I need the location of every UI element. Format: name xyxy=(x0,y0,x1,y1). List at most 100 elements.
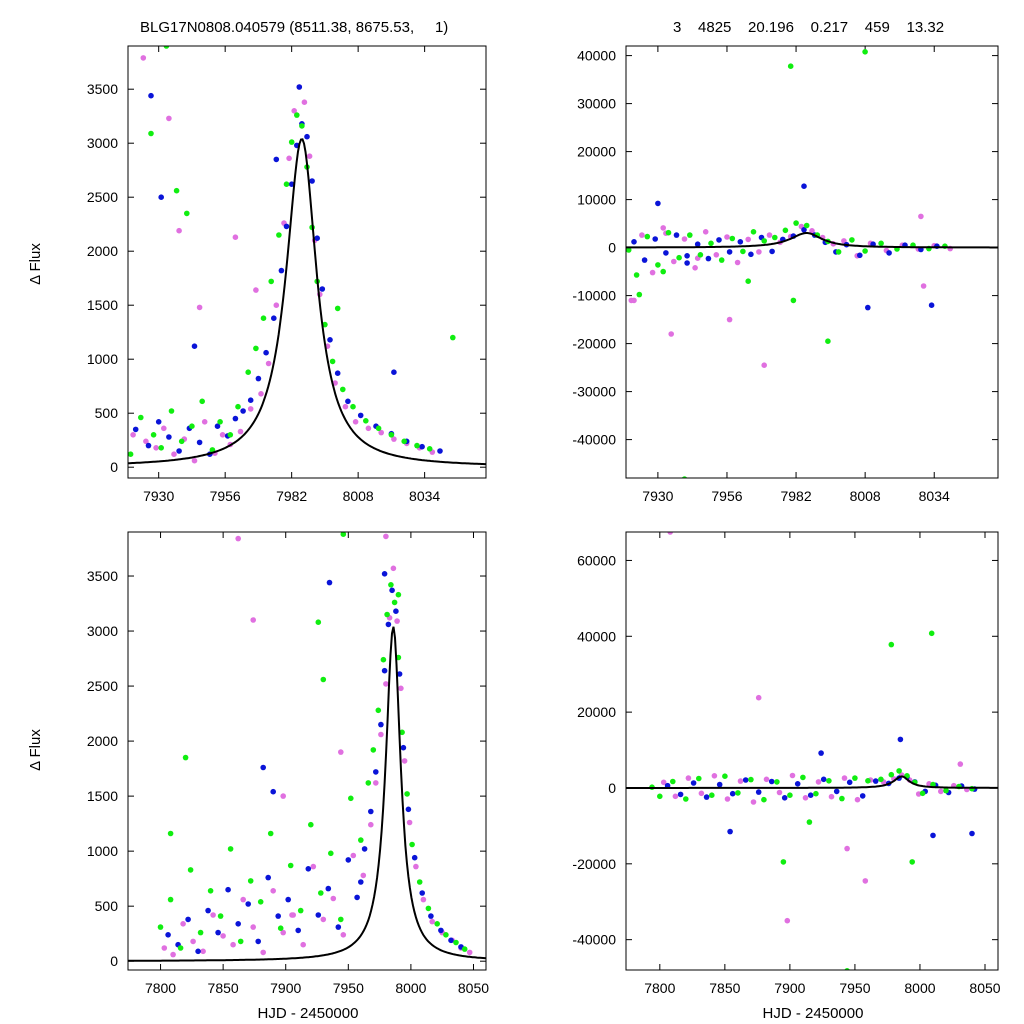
y-tick-label: 1500 xyxy=(87,788,118,804)
data-point xyxy=(806,819,813,825)
data-point xyxy=(865,304,871,311)
data-point xyxy=(750,799,757,805)
data-point xyxy=(930,832,936,839)
data-point xyxy=(694,241,701,247)
y-tick-label: 10000 xyxy=(577,192,616,208)
y-tick-label: 1000 xyxy=(87,843,118,859)
data-point xyxy=(319,286,326,292)
data-point xyxy=(801,183,807,189)
data-point xyxy=(641,257,648,263)
y-tick-label: 0 xyxy=(110,953,118,969)
y-tick-label: -30000 xyxy=(572,384,616,400)
data-point xyxy=(828,793,835,800)
data-point xyxy=(217,913,224,919)
data-point xyxy=(748,251,754,258)
data-point xyxy=(260,949,267,956)
data-point xyxy=(235,403,241,410)
data-point xyxy=(677,791,684,798)
data-point xyxy=(380,656,387,663)
data-point xyxy=(294,112,300,118)
y-tick-label: 500 xyxy=(95,898,119,914)
data-point xyxy=(928,302,935,309)
data-point xyxy=(886,250,892,256)
data-point xyxy=(878,240,884,247)
data-point xyxy=(660,779,667,786)
data-point xyxy=(358,879,364,885)
data-point xyxy=(357,412,364,419)
data-point xyxy=(373,769,379,775)
data-point xyxy=(626,247,632,253)
data-point xyxy=(673,232,680,238)
data-point xyxy=(315,619,322,625)
data-point xyxy=(434,921,441,927)
data-point xyxy=(168,408,175,414)
data-point xyxy=(184,210,190,217)
data-point xyxy=(286,155,292,162)
data-point xyxy=(724,234,730,240)
data-point xyxy=(253,345,259,352)
data-point xyxy=(862,878,869,884)
data-point xyxy=(195,948,201,955)
data-point xyxy=(918,213,924,220)
y-tick-label: 0 xyxy=(608,780,616,796)
data-point xyxy=(232,415,239,422)
data-point xyxy=(278,267,285,274)
data-point xyxy=(128,451,134,457)
x-tick-label: 7900 xyxy=(774,980,805,996)
data-point xyxy=(171,451,177,458)
x-tick-label: 8000 xyxy=(395,980,426,996)
y-tick-label: 3000 xyxy=(87,623,118,639)
plot-frame xyxy=(625,531,999,971)
y-tick-label: 1500 xyxy=(87,297,118,313)
data-point xyxy=(420,896,427,903)
data-point xyxy=(320,916,327,923)
data-point xyxy=(639,232,645,238)
data-point xyxy=(671,258,677,265)
data-point xyxy=(354,894,360,901)
data-point xyxy=(755,694,762,701)
x-tick-label: 7950 xyxy=(839,980,870,996)
data-point xyxy=(708,240,714,247)
data-point xyxy=(196,439,203,446)
data-point xyxy=(271,315,277,322)
data-point xyxy=(800,774,806,781)
data-point xyxy=(780,859,787,865)
data-point xyxy=(862,248,868,254)
data-point xyxy=(342,403,349,410)
data-point xyxy=(416,879,423,885)
data-point xyxy=(260,764,267,771)
data-point xyxy=(310,863,317,870)
data-point xyxy=(401,758,408,764)
data-point xyxy=(177,945,184,951)
data-point xyxy=(784,917,791,924)
data-point xyxy=(727,828,733,835)
data-point xyxy=(361,846,368,852)
data-point xyxy=(660,268,666,275)
data-point xyxy=(253,287,259,293)
y-tick-label: 30000 xyxy=(577,96,616,112)
x-tick-label: 7900 xyxy=(270,980,301,996)
data-point xyxy=(138,414,144,421)
data-point xyxy=(672,793,679,800)
y-tick-label: 2000 xyxy=(87,733,118,749)
data-point xyxy=(681,476,688,478)
data-point xyxy=(405,806,412,813)
data-point xyxy=(854,796,861,803)
data-point xyxy=(365,780,372,786)
data-point xyxy=(787,792,793,798)
data-point xyxy=(201,419,208,425)
data-point xyxy=(807,792,814,798)
data-point xyxy=(852,775,858,781)
data-point xyxy=(176,227,182,234)
data-point xyxy=(448,937,454,944)
data-point xyxy=(938,788,944,795)
data-point xyxy=(258,391,264,397)
data-point xyxy=(265,874,272,881)
data-point xyxy=(801,227,807,233)
data-point xyxy=(255,375,262,382)
data-point xyxy=(287,862,294,869)
data-point xyxy=(161,425,167,432)
data-point xyxy=(631,297,637,304)
data-point xyxy=(153,445,159,451)
data-point xyxy=(368,808,374,815)
